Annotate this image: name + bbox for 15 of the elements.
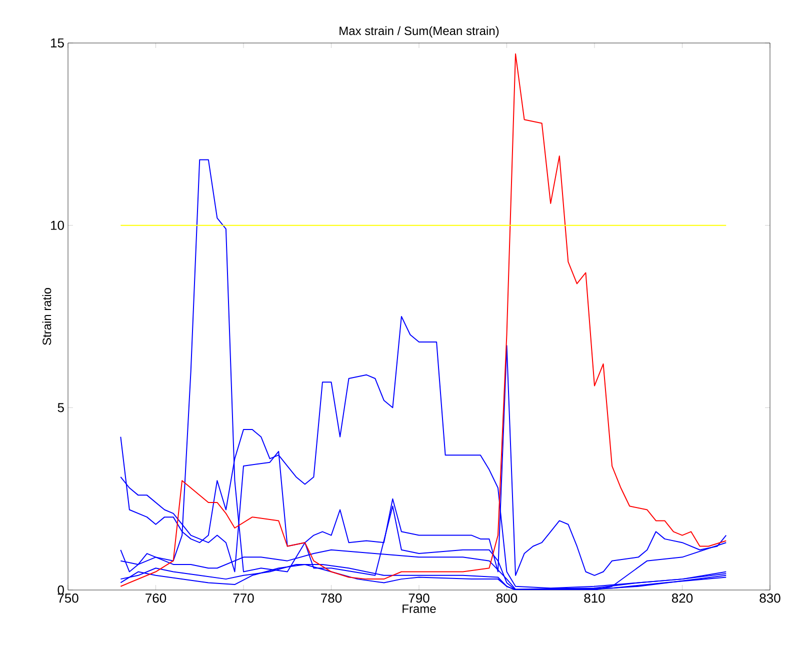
x-tick-label: 830 <box>760 594 780 603</box>
y-tick-label: 10 <box>50 220 64 230</box>
y-tick-label: 5 <box>58 403 64 412</box>
y-axis-title: Strain ratio <box>42 288 52 345</box>
x-tick-label: 780 <box>321 594 342 603</box>
y-tick-label: 15 <box>50 38 64 48</box>
x-tick-label: 820 <box>672 594 693 603</box>
x-tick-label: 790 <box>408 594 430 603</box>
x-tick-label: 810 <box>584 594 605 603</box>
x-axis-title: Frame <box>402 604 436 613</box>
x-tick-label: 750 <box>58 594 78 603</box>
x-tick-label: 800 <box>496 594 518 603</box>
x-tick-label: 770 <box>233 594 254 603</box>
x-tick-label: 760 <box>146 594 166 603</box>
chart-title: Max strain / Sum(Mean strain) <box>340 26 499 38</box>
